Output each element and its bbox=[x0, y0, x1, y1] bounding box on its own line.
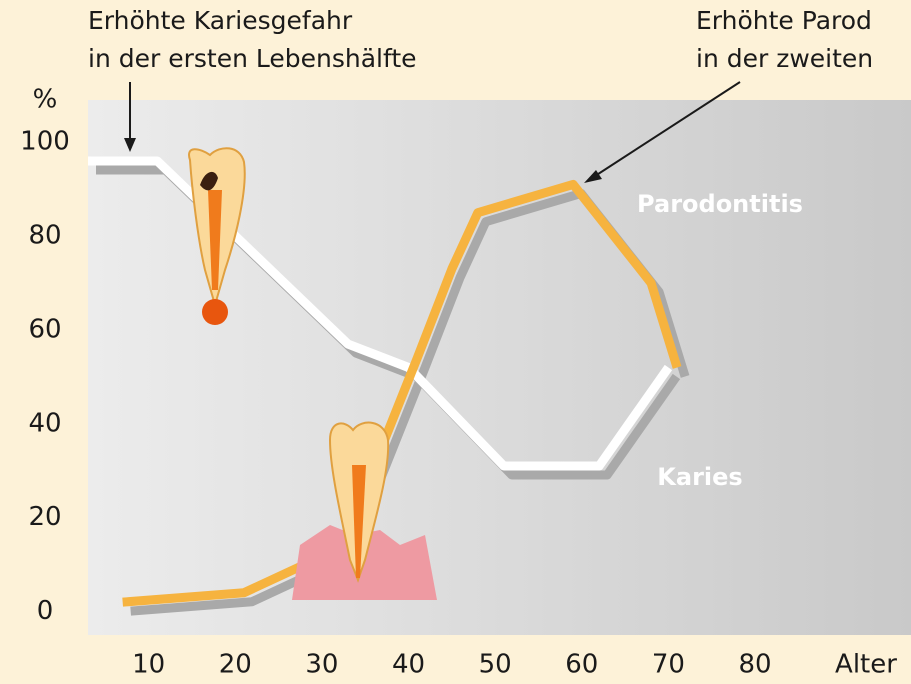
chart: Erhöhte Kariesgefahr in der ersten Leben… bbox=[0, 0, 911, 684]
annotation: Erhöhte Parod bbox=[696, 6, 872, 35]
annotation: Erhöhte Kariesgefahr bbox=[88, 6, 353, 35]
series-label: Parodontitis bbox=[637, 190, 803, 218]
x-tick-label: 50 bbox=[479, 650, 512, 680]
x-tick-label: 60 bbox=[565, 650, 598, 680]
y-tick-label: 80 bbox=[28, 221, 61, 251]
y-tick-label: 40 bbox=[28, 408, 61, 438]
y-tick-label: 0 bbox=[37, 596, 54, 626]
annotation: in der zweiten bbox=[696, 44, 873, 73]
y-tick-label: 60 bbox=[28, 314, 61, 344]
x-tick-label: 70 bbox=[652, 650, 685, 680]
x-tick-label: 40 bbox=[392, 650, 425, 680]
x-tick-label: 80 bbox=[739, 650, 772, 680]
x-tick-label: 10 bbox=[132, 650, 165, 680]
y-axis-label: % bbox=[33, 85, 58, 115]
y-tick-label: 100 bbox=[20, 127, 70, 157]
x-tick-label: 20 bbox=[219, 650, 252, 680]
annotation: in der ersten Lebenshälfte bbox=[88, 44, 417, 73]
x-tick-label: 30 bbox=[305, 650, 338, 680]
series-label: Karies bbox=[657, 463, 742, 491]
x-axis-label: Alter bbox=[835, 650, 897, 680]
y-tick-label: 20 bbox=[28, 502, 61, 532]
